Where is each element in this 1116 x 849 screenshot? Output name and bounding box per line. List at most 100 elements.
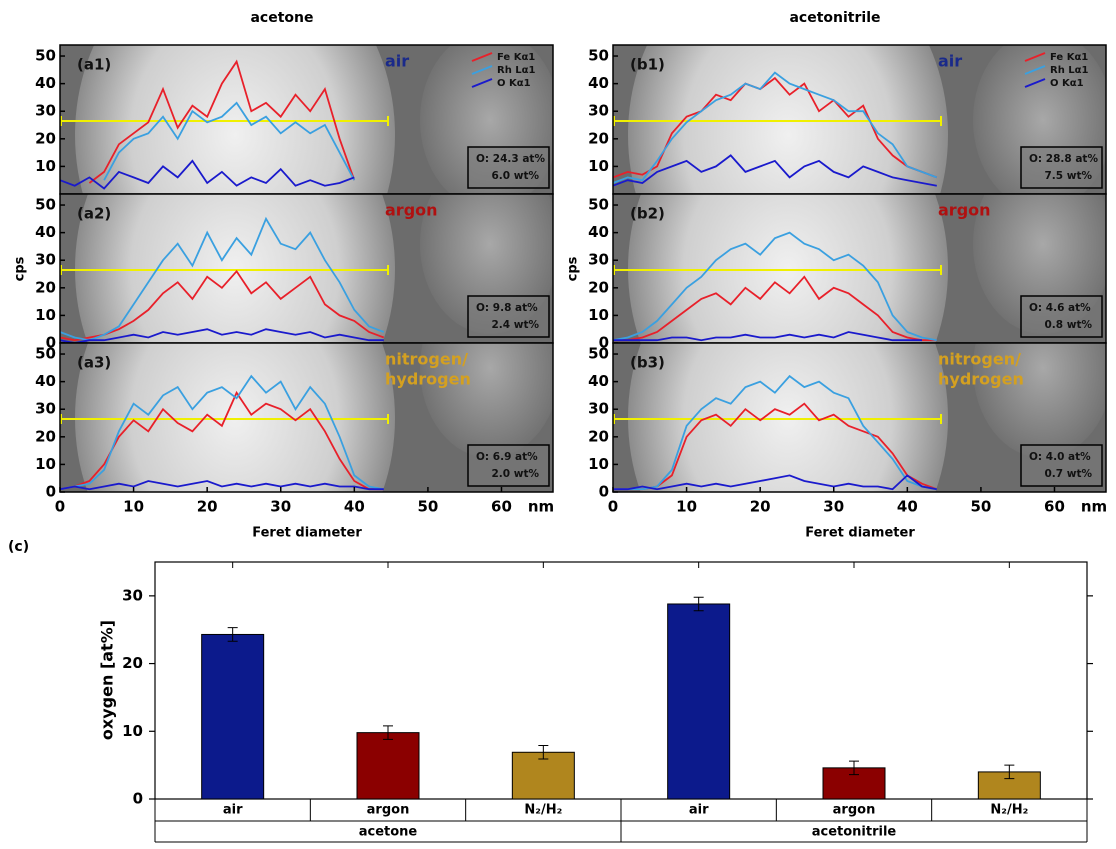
x-unit-label: nm [1081, 498, 1107, 516]
profile-line [613, 76, 938, 179]
profile-line [60, 374, 384, 491]
legend-label: Fe Kα1 [1050, 52, 1088, 63]
particle [75, 194, 395, 343]
legend-label: Fe Kα1 [497, 52, 535, 63]
condition-label: nitrogen/ [938, 350, 1021, 369]
error-bar [383, 725, 393, 740]
error-bar [1004, 764, 1015, 780]
panel-frame [59, 342, 554, 493]
y-tick-label: 10 [35, 157, 56, 175]
y-tick-label: 20 [588, 129, 609, 147]
y-axis-label: oxygen [at%] [98, 620, 117, 740]
annotation-box [467, 295, 550, 338]
legend-label: O Kα1 [497, 78, 531, 89]
secondary-particle [420, 343, 553, 458]
profile-line [613, 374, 937, 491]
y-tick-label: 0 [46, 483, 56, 501]
annotation-text: O: 4.0 at% [1029, 451, 1091, 463]
y-tick-label: 10 [35, 455, 56, 473]
annotation-text: O: 6.9 at% [476, 451, 538, 463]
annotation-box [1020, 146, 1103, 189]
x-tick-label: 50 [970, 498, 991, 516]
annotation-text: 7.5 wt% [1045, 170, 1093, 182]
particle [628, 343, 948, 492]
legend-swatch [1024, 52, 1046, 62]
x-category-label: air [223, 803, 243, 818]
profile-line [60, 216, 385, 342]
x-unit-label: nm [528, 498, 554, 516]
x-axis-label: Feret diameter [252, 526, 362, 541]
x-tick-label: 10 [676, 498, 697, 516]
y-tick-label: 20 [588, 427, 609, 445]
x-category-label: N₂/H₂ [524, 803, 562, 818]
y-tick-label: 50 [588, 196, 609, 214]
annotation-text: 0.8 wt% [1045, 319, 1093, 331]
profile-line [613, 474, 937, 491]
x-category-label: argon [367, 803, 410, 818]
annotation-text: 2.4 wt% [492, 319, 540, 331]
profile-line [60, 328, 384, 343]
y-tick-label: 30 [35, 251, 56, 269]
annotation-box [1020, 444, 1103, 487]
x-category-label: air [689, 803, 709, 818]
condition-label: hydrogen [938, 370, 1024, 389]
x-category-label: N₂/H₂ [990, 803, 1028, 818]
x-tick-label: 20 [197, 498, 218, 516]
legend-swatch [471, 52, 493, 62]
annotation-text: O: 28.8 at% [1029, 153, 1098, 165]
y-tick-label: 50 [588, 345, 609, 363]
x-tick-label: 60 [1044, 498, 1065, 516]
y-tick-label: 50 [35, 345, 56, 363]
column-title: acetonitrile [789, 10, 880, 26]
y-tick-label: 10 [588, 306, 609, 324]
error-bar [849, 760, 859, 776]
annotation-box [1020, 295, 1103, 338]
particle [628, 45, 948, 194]
annotation-text: 6.0 wt% [492, 170, 540, 182]
y-tick-label: 20 [122, 654, 143, 672]
legend-label: Rh Lα1 [1050, 65, 1089, 76]
condition-label: air [385, 52, 409, 71]
y-tick-label: 40 [588, 372, 609, 390]
annotation-text: O: 4.6 at% [1029, 302, 1091, 314]
y-tick-label: 10 [588, 157, 609, 175]
profile-line [613, 71, 938, 184]
y-tick-label: 20 [588, 278, 609, 296]
profile-line [60, 480, 384, 491]
y-tick-label: 40 [35, 223, 56, 241]
plot-frame [154, 561, 1088, 800]
secondary-particle [973, 343, 1106, 458]
annotation-box [467, 146, 550, 189]
x-tick-label: 20 [750, 498, 771, 516]
panel-label: (b1) [630, 56, 665, 74]
panel-label: (a3) [77, 354, 111, 372]
y-axis-label: cps [566, 256, 581, 281]
y-tick-label: 30 [122, 586, 143, 604]
particle [75, 45, 395, 194]
y-tick-label: 20 [35, 278, 56, 296]
annotation-text: O: 9.8 at% [476, 302, 538, 314]
bar [356, 732, 420, 800]
particle [628, 194, 948, 343]
condition-label: nitrogen/ [385, 350, 468, 369]
profile-line [613, 231, 937, 342]
profile-line [613, 331, 922, 342]
y-axis-label: cps [13, 256, 28, 281]
panel [613, 194, 1106, 343]
profile-line [613, 275, 937, 342]
error-bar [227, 627, 238, 642]
y-tick-label: 0 [46, 334, 56, 352]
group-label: acetonitrile [812, 825, 897, 840]
y-tick-label: 50 [35, 196, 56, 214]
error-bar [693, 596, 704, 612]
panel-label: (a2) [77, 205, 111, 223]
y-tick-label: 40 [35, 372, 56, 390]
annotation-text: O: 24.3 at% [476, 153, 545, 165]
profile-line [613, 402, 938, 491]
legend-swatch [471, 65, 493, 75]
y-tick-label: 30 [588, 102, 609, 120]
panel-frame [612, 342, 1107, 493]
y-tick-label: 30 [588, 251, 609, 269]
condition-label: hydrogen [385, 370, 471, 389]
